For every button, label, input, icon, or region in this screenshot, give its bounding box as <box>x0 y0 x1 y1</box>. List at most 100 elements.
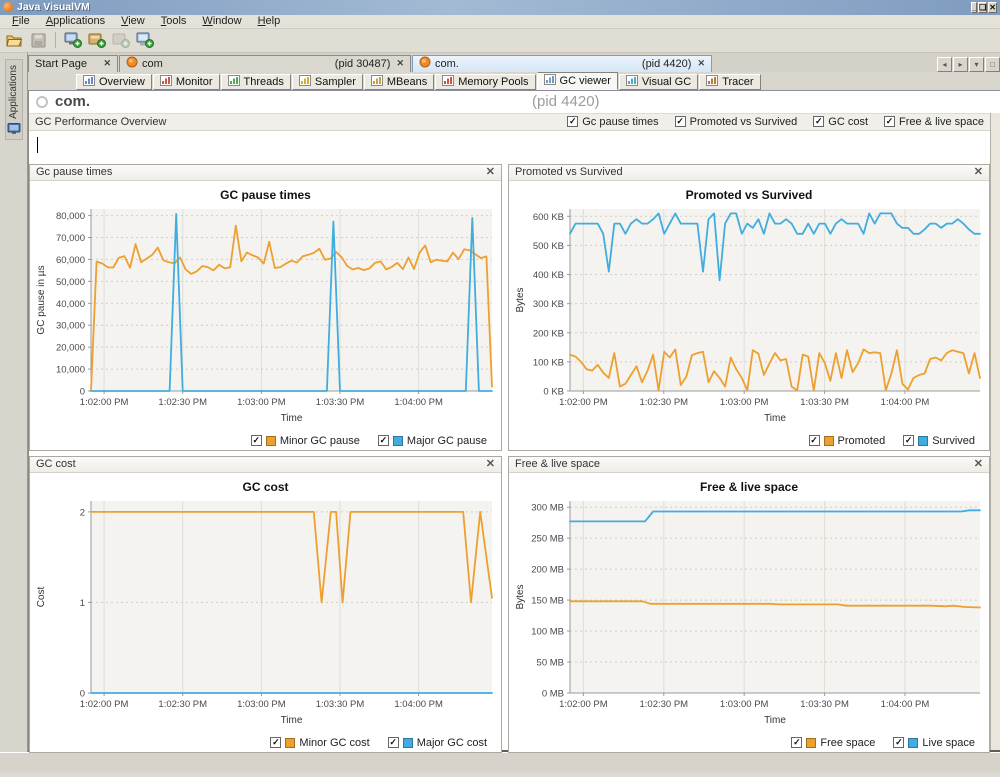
add-snapshot-button[interactable] <box>110 30 132 50</box>
panel-gc-pause-times: Gc pause times✕GC pause times010,00020,0… <box>29 164 502 451</box>
panel-free-live-space: Free & live space✕Free & live space0 MB5… <box>508 456 990 753</box>
close-tab-icon[interactable]: ✕ <box>101 58 111 69</box>
checkbox-minor-gc-pause[interactable]: ✓Minor GC pause <box>251 435 360 447</box>
checkbox-icon[interactable]: ✓ <box>675 116 686 127</box>
close-panel-icon[interactable]: ✕ <box>486 459 495 470</box>
checkbox-icon[interactable]: ✓ <box>378 435 389 446</box>
svg-text:80,000: 80,000 <box>56 211 85 222</box>
checkbox-label: Minor GC cost <box>299 737 369 749</box>
doc-tab-com[interactable]: com(pid 30487)✕ <box>119 55 411 72</box>
checkbox-icon[interactable]: ✓ <box>791 737 802 748</box>
checkbox-live-space[interactable]: ✓Live space <box>893 737 975 749</box>
tab-tracer[interactable]: Tracer <box>699 74 760 90</box>
tab-sampler[interactable]: Sampler <box>292 74 363 90</box>
checkbox-icon[interactable]: ✓ <box>813 116 824 127</box>
svg-text:1:03:00 PM: 1:03:00 PM <box>720 397 769 408</box>
close-panel-icon[interactable]: ✕ <box>486 167 495 178</box>
menu-help[interactable]: Help <box>251 15 288 28</box>
scroll-left-button[interactable]: ◂ <box>937 57 952 72</box>
checkbox-label: Free & live space <box>899 116 984 128</box>
gc-cost-chart: 0121:02:00 PM1:02:30 PM1:03:00 PM1:03:30… <box>33 495 498 727</box>
svg-text:250 MB: 250 MB <box>531 534 564 545</box>
checkbox-icon[interactable]: ✓ <box>884 116 895 127</box>
menu-tools[interactable]: Tools <box>154 15 194 28</box>
tab-memory-pools[interactable]: Memory Pools <box>435 74 535 90</box>
add-vm-coredump-button[interactable] <box>86 30 108 50</box>
add-jmx-connection-button[interactable] <box>134 30 156 50</box>
scroll-right-button[interactable]: ▸ <box>953 57 968 72</box>
restore-button[interactable]: ❏ <box>978 2 987 13</box>
sidebar-tab-applications[interactable]: Applications <box>5 59 23 140</box>
svg-text:1:03:30 PM: 1:03:30 PM <box>316 397 365 408</box>
close-tab-icon[interactable]: ✕ <box>695 58 705 69</box>
checkbox-icon[interactable]: ✓ <box>251 435 262 446</box>
subtab-label: Threads <box>244 76 284 88</box>
legend-gc-pause-times: ✓Minor GC pause ✓Major GC pause <box>30 432 501 450</box>
checkbox-promoted-vs-survived[interactable]: ✓Promoted vs Survived <box>675 116 798 128</box>
checkbox-free-space[interactable]: ✓Free space <box>791 737 875 749</box>
subtab-label: Overview <box>99 76 145 88</box>
window-title: Java VisualVM <box>17 1 966 13</box>
vertical-scrollbar[interactable] <box>990 113 1000 750</box>
gc-performance-overview-bar: GC Performance Overview ✓Gc pause times✓… <box>29 113 990 131</box>
close-tab-icon[interactable]: ✕ <box>394 58 404 69</box>
tab-list-button[interactable]: ▾ <box>969 57 984 72</box>
checkbox-icon[interactable]: ✓ <box>567 116 578 127</box>
checkbox-gc-pause-times[interactable]: ✓Gc pause times <box>567 116 658 128</box>
tab-overview[interactable]: Overview <box>76 74 152 90</box>
checkbox-survived[interactable]: ✓ Survived <box>903 435 975 447</box>
svg-text:1:04:00 PM: 1:04:00 PM <box>881 397 930 408</box>
menu-file[interactable]: File <box>5 15 37 28</box>
svg-text:1:02:30 PM: 1:02:30 PM <box>639 699 688 710</box>
checkbox-promoted[interactable]: ✓Promoted <box>809 435 886 447</box>
legend-promoted-vs-survived: ✓Promoted✓Survived <box>509 432 989 450</box>
checkbox-major-gc-pause[interactable]: ✓Major GC pause <box>378 435 487 447</box>
doc-tab-start-page[interactable]: Start Page ✕ <box>28 55 118 72</box>
svg-text:Time: Time <box>281 715 303 726</box>
minimize-button[interactable]: _ <box>971 2 977 13</box>
tab-visual-gc[interactable]: Visual GC <box>619 74 698 90</box>
notes-area[interactable] <box>29 131 990 164</box>
checkbox-major-gc-cost[interactable]: ✓Major GC cost <box>388 737 487 749</box>
checkbox-gc-cost[interactable]: ✓GC cost <box>813 116 868 128</box>
maximize-view-button[interactable]: □ <box>985 57 1000 72</box>
checkbox-minor-gc-cost[interactable]: ✓ Minor GC cost <box>270 737 369 749</box>
checkbox-label: Survived <box>932 435 975 447</box>
overview-icon <box>83 75 95 89</box>
checkbox-icon[interactable]: ✓ <box>809 435 820 446</box>
doc-tab-label: com. <box>435 58 459 70</box>
tab-mbeans[interactable]: MBeans <box>364 74 434 90</box>
memory-pools-icon <box>442 75 454 89</box>
checkbox-icon[interactable]: ✓ <box>903 435 914 446</box>
svg-text:1:03:00 PM: 1:03:00 PM <box>237 699 286 710</box>
svg-text:0 KB: 0 KB <box>543 386 564 397</box>
panel-title: GC cost <box>36 458 76 470</box>
svg-text:300 MB: 300 MB <box>531 503 564 514</box>
checkbox-icon[interactable]: ✓ <box>270 737 281 748</box>
panel-header-free-live-space: Free & live space✕ <box>509 457 989 473</box>
menu-view[interactable]: View <box>114 15 152 28</box>
save-snapshot-button[interactable] <box>27 30 49 50</box>
subtab-label: Memory Pools <box>458 76 528 88</box>
tab-threads[interactable]: Threads <box>221 74 291 90</box>
text-caret <box>37 137 38 153</box>
chart-title: Free & live space <box>509 473 989 495</box>
checkbox-icon[interactable]: ✓ <box>893 737 904 748</box>
menu-applications[interactable]: Applications <box>39 15 112 28</box>
close-button[interactable]: ✕ <box>988 2 997 13</box>
add-application-button[interactable] <box>62 30 84 50</box>
close-panel-icon[interactable]: ✕ <box>974 459 983 470</box>
checkbox-icon[interactable]: ✓ <box>388 737 399 748</box>
close-panel-icon[interactable]: ✕ <box>974 167 983 178</box>
tab-monitor[interactable]: Monitor <box>153 74 220 90</box>
checkbox-free-live-space[interactable]: ✓ Free & live space <box>884 116 984 128</box>
doc-tab-label: Start Page <box>35 58 87 70</box>
svg-text:100 MB: 100 MB <box>531 626 564 637</box>
menu-window[interactable]: Window <box>195 15 248 28</box>
tab-gc-viewer[interactable]: GC viewer <box>537 72 618 90</box>
svg-text:0: 0 <box>80 386 85 397</box>
load-snapshot-button[interactable] <box>3 30 25 50</box>
doc-tab-com[interactable]: com.(pid 4420)✕ <box>412 55 712 72</box>
toolbar-separator <box>55 32 56 48</box>
application-pid: (pid 4420) <box>532 93 600 110</box>
